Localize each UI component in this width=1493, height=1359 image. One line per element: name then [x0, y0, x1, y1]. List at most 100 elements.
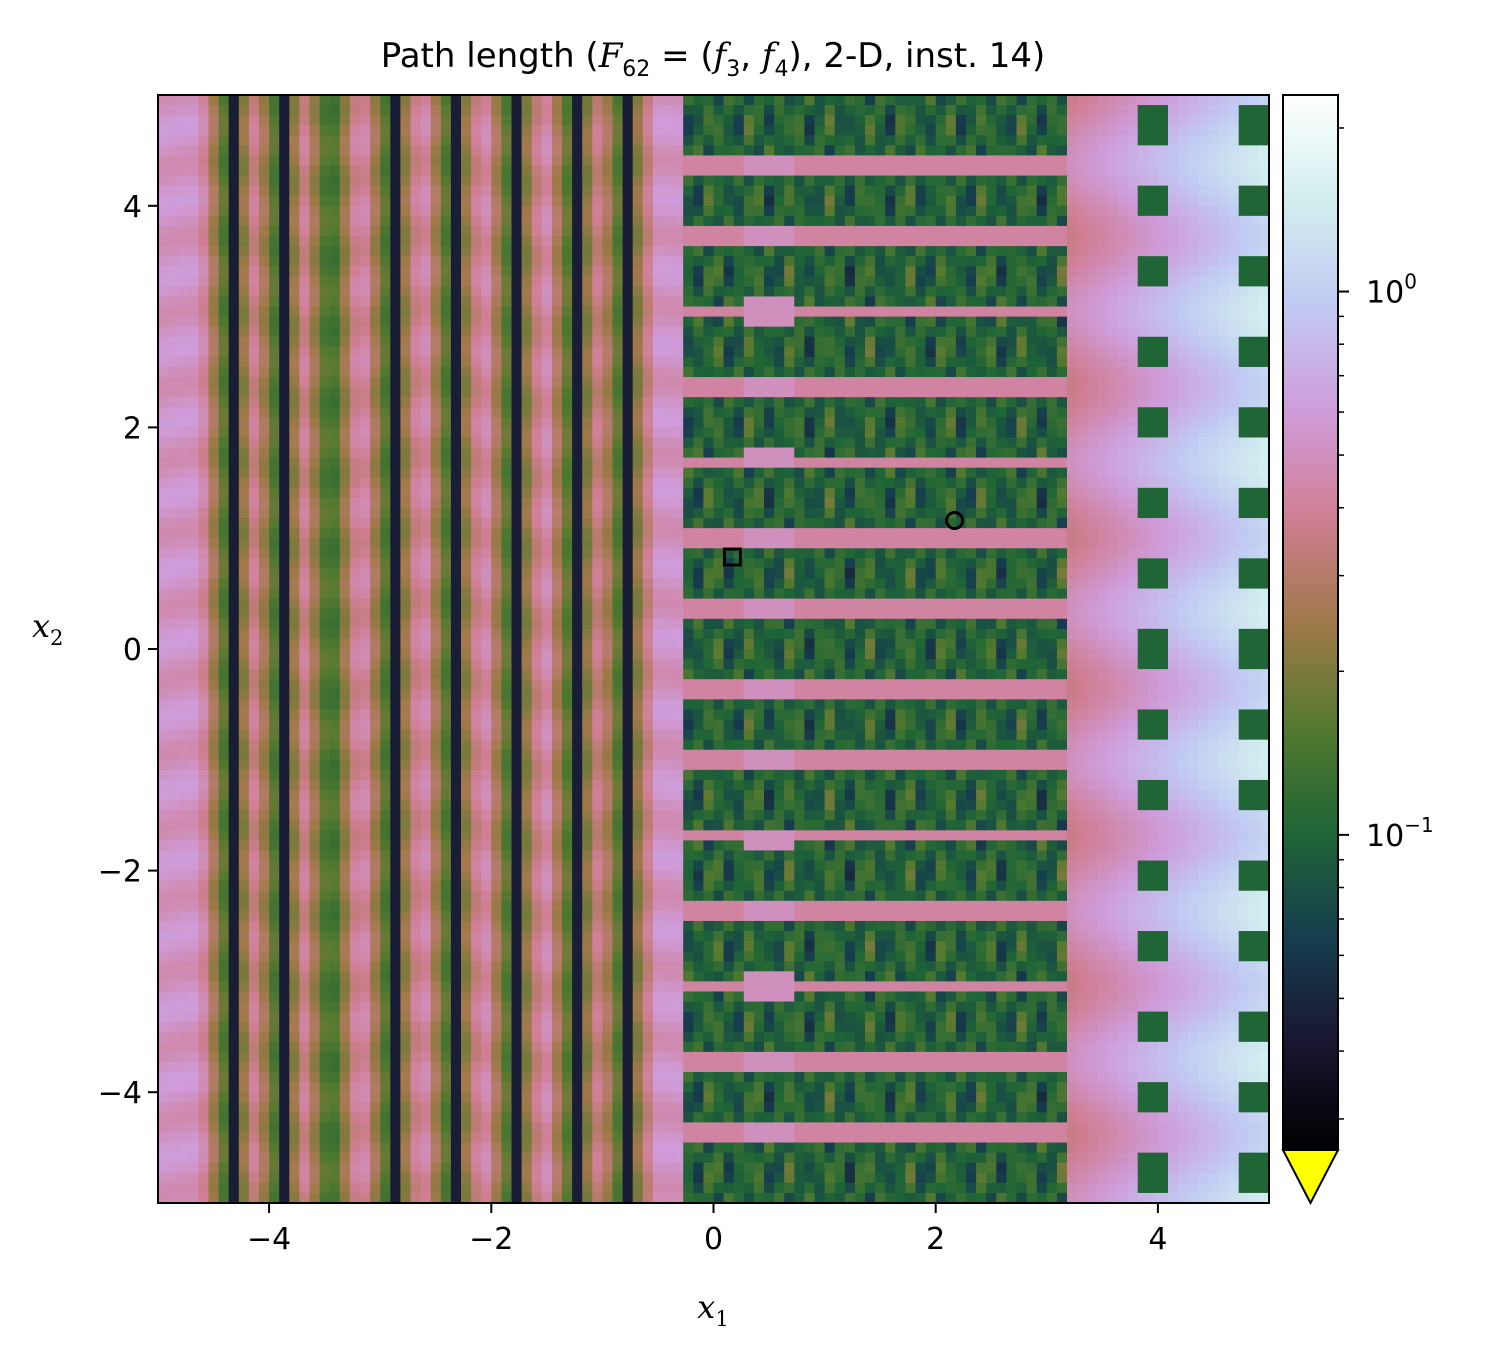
heatmap-cell — [390, 528, 401, 539]
heatmap-cell — [844, 145, 856, 157]
heatmap-cell — [339, 296, 351, 308]
heatmap-cell — [178, 397, 189, 408]
heatmap-cell — [602, 95, 614, 106]
heatmap-cell — [248, 135, 260, 146]
heatmap-cell — [945, 105, 957, 116]
heatmap-cell — [1218, 236, 1230, 247]
heatmap-cell — [440, 286, 452, 298]
heatmap-cell — [784, 427, 795, 439]
heatmap-cell — [1127, 155, 1139, 167]
heatmap-cell — [410, 387, 422, 398]
heatmap-cell — [966, 185, 977, 197]
heatmap-cell — [178, 528, 189, 539]
heatmap-cell — [259, 215, 270, 227]
heatmap-cell — [491, 507, 502, 519]
heatmap-cell — [289, 427, 300, 439]
heatmap-cell — [208, 387, 220, 398]
heatmap-cell — [1046, 175, 1058, 187]
heatmap-cell — [905, 477, 917, 489]
heatmap-cell — [1137, 417, 1149, 428]
heatmap-cell — [1097, 507, 1108, 519]
heatmap-cell — [1248, 356, 1260, 368]
heatmap-cell — [1016, 507, 1028, 519]
heatmap-cell — [925, 377, 937, 388]
heatmap-cell — [481, 346, 492, 358]
heatmap-cell — [865, 236, 876, 247]
heatmap-cell — [349, 487, 361, 499]
heatmap-cell — [683, 518, 694, 529]
heatmap-cell — [602, 225, 614, 237]
heatmap-cell — [1127, 447, 1139, 459]
heatmap-cell — [774, 175, 785, 187]
heatmap-cell — [1097, 95, 1108, 106]
heatmap-cell — [1238, 215, 1250, 227]
heatmap-cell — [1087, 518, 1098, 529]
heatmap-cell — [531, 286, 543, 298]
heatmap-cell — [440, 477, 452, 489]
heatmap-cell — [774, 205, 785, 217]
heatmap-cell — [1006, 155, 1018, 167]
heatmap-cell — [875, 538, 886, 549]
heatmap-cell — [400, 286, 412, 298]
heatmap-cell — [834, 175, 846, 187]
heatmap-cell — [279, 175, 290, 187]
heatmap-cell — [410, 326, 422, 338]
heatmap-cell — [410, 95, 422, 106]
heatmap-cell — [915, 276, 927, 287]
heatmap-cell — [784, 366, 795, 378]
heatmap-cell — [178, 185, 189, 197]
heatmap-cell — [683, 467, 694, 479]
heatmap-cell — [996, 346, 1007, 358]
heatmap-cell — [481, 195, 492, 207]
heatmap-cell — [551, 225, 563, 237]
heatmap-cell — [1087, 115, 1098, 126]
heatmap-cell — [976, 467, 987, 479]
heatmap-cell — [198, 145, 210, 157]
heatmap-cell — [966, 437, 977, 449]
heatmap-cell — [1258, 326, 1269, 338]
heatmap-cell — [895, 276, 906, 287]
heatmap-cell — [562, 507, 573, 519]
heatmap-cell — [824, 467, 836, 479]
heatmap-cell — [380, 366, 391, 378]
heatmap-cell — [289, 185, 300, 197]
heatmap-cell — [1198, 215, 1209, 227]
heatmap-cell — [875, 467, 886, 479]
heatmap-cell — [1198, 477, 1209, 489]
heatmap-cell — [612, 507, 624, 519]
heatmap-cell — [269, 407, 280, 418]
heatmap-cell — [349, 276, 361, 287]
heatmap-cell — [1238, 145, 1250, 157]
heatmap-cell — [380, 185, 391, 197]
heatmap-cell — [420, 95, 432, 106]
heatmap-cell — [1137, 336, 1149, 348]
heatmap-cell — [1107, 507, 1119, 519]
heatmap-cell — [784, 447, 795, 459]
heatmap-cell — [1056, 165, 1068, 177]
heatmap-cell — [450, 286, 462, 298]
heatmap-cell — [723, 387, 735, 398]
heatmap-cell — [1178, 538, 1189, 549]
heatmap-cell — [178, 548, 189, 559]
heatmap-cell — [430, 407, 442, 418]
heatmap-cell — [1026, 115, 1038, 126]
heatmap-cell — [339, 507, 351, 519]
heatmap-cell — [743, 105, 755, 116]
heatmap-cell — [178, 366, 189, 378]
heatmap-cell — [349, 457, 361, 469]
heatmap-cell — [1097, 417, 1108, 428]
heatmap-cell — [218, 397, 230, 408]
heatmap-cell — [955, 236, 967, 247]
heatmap-cell — [168, 175, 179, 187]
heatmap-cell — [955, 225, 967, 237]
heatmap-cell — [299, 346, 311, 358]
heatmap-cell — [592, 497, 603, 509]
heatmap-cell — [349, 477, 361, 489]
heatmap-cell — [602, 336, 614, 348]
heatmap-cell — [188, 538, 199, 549]
heatmap-cell — [1107, 175, 1119, 187]
heatmap-cell — [612, 236, 624, 247]
heatmap-cell — [1208, 518, 1220, 529]
heatmap-cell — [865, 286, 876, 298]
heatmap-cell — [400, 387, 412, 398]
